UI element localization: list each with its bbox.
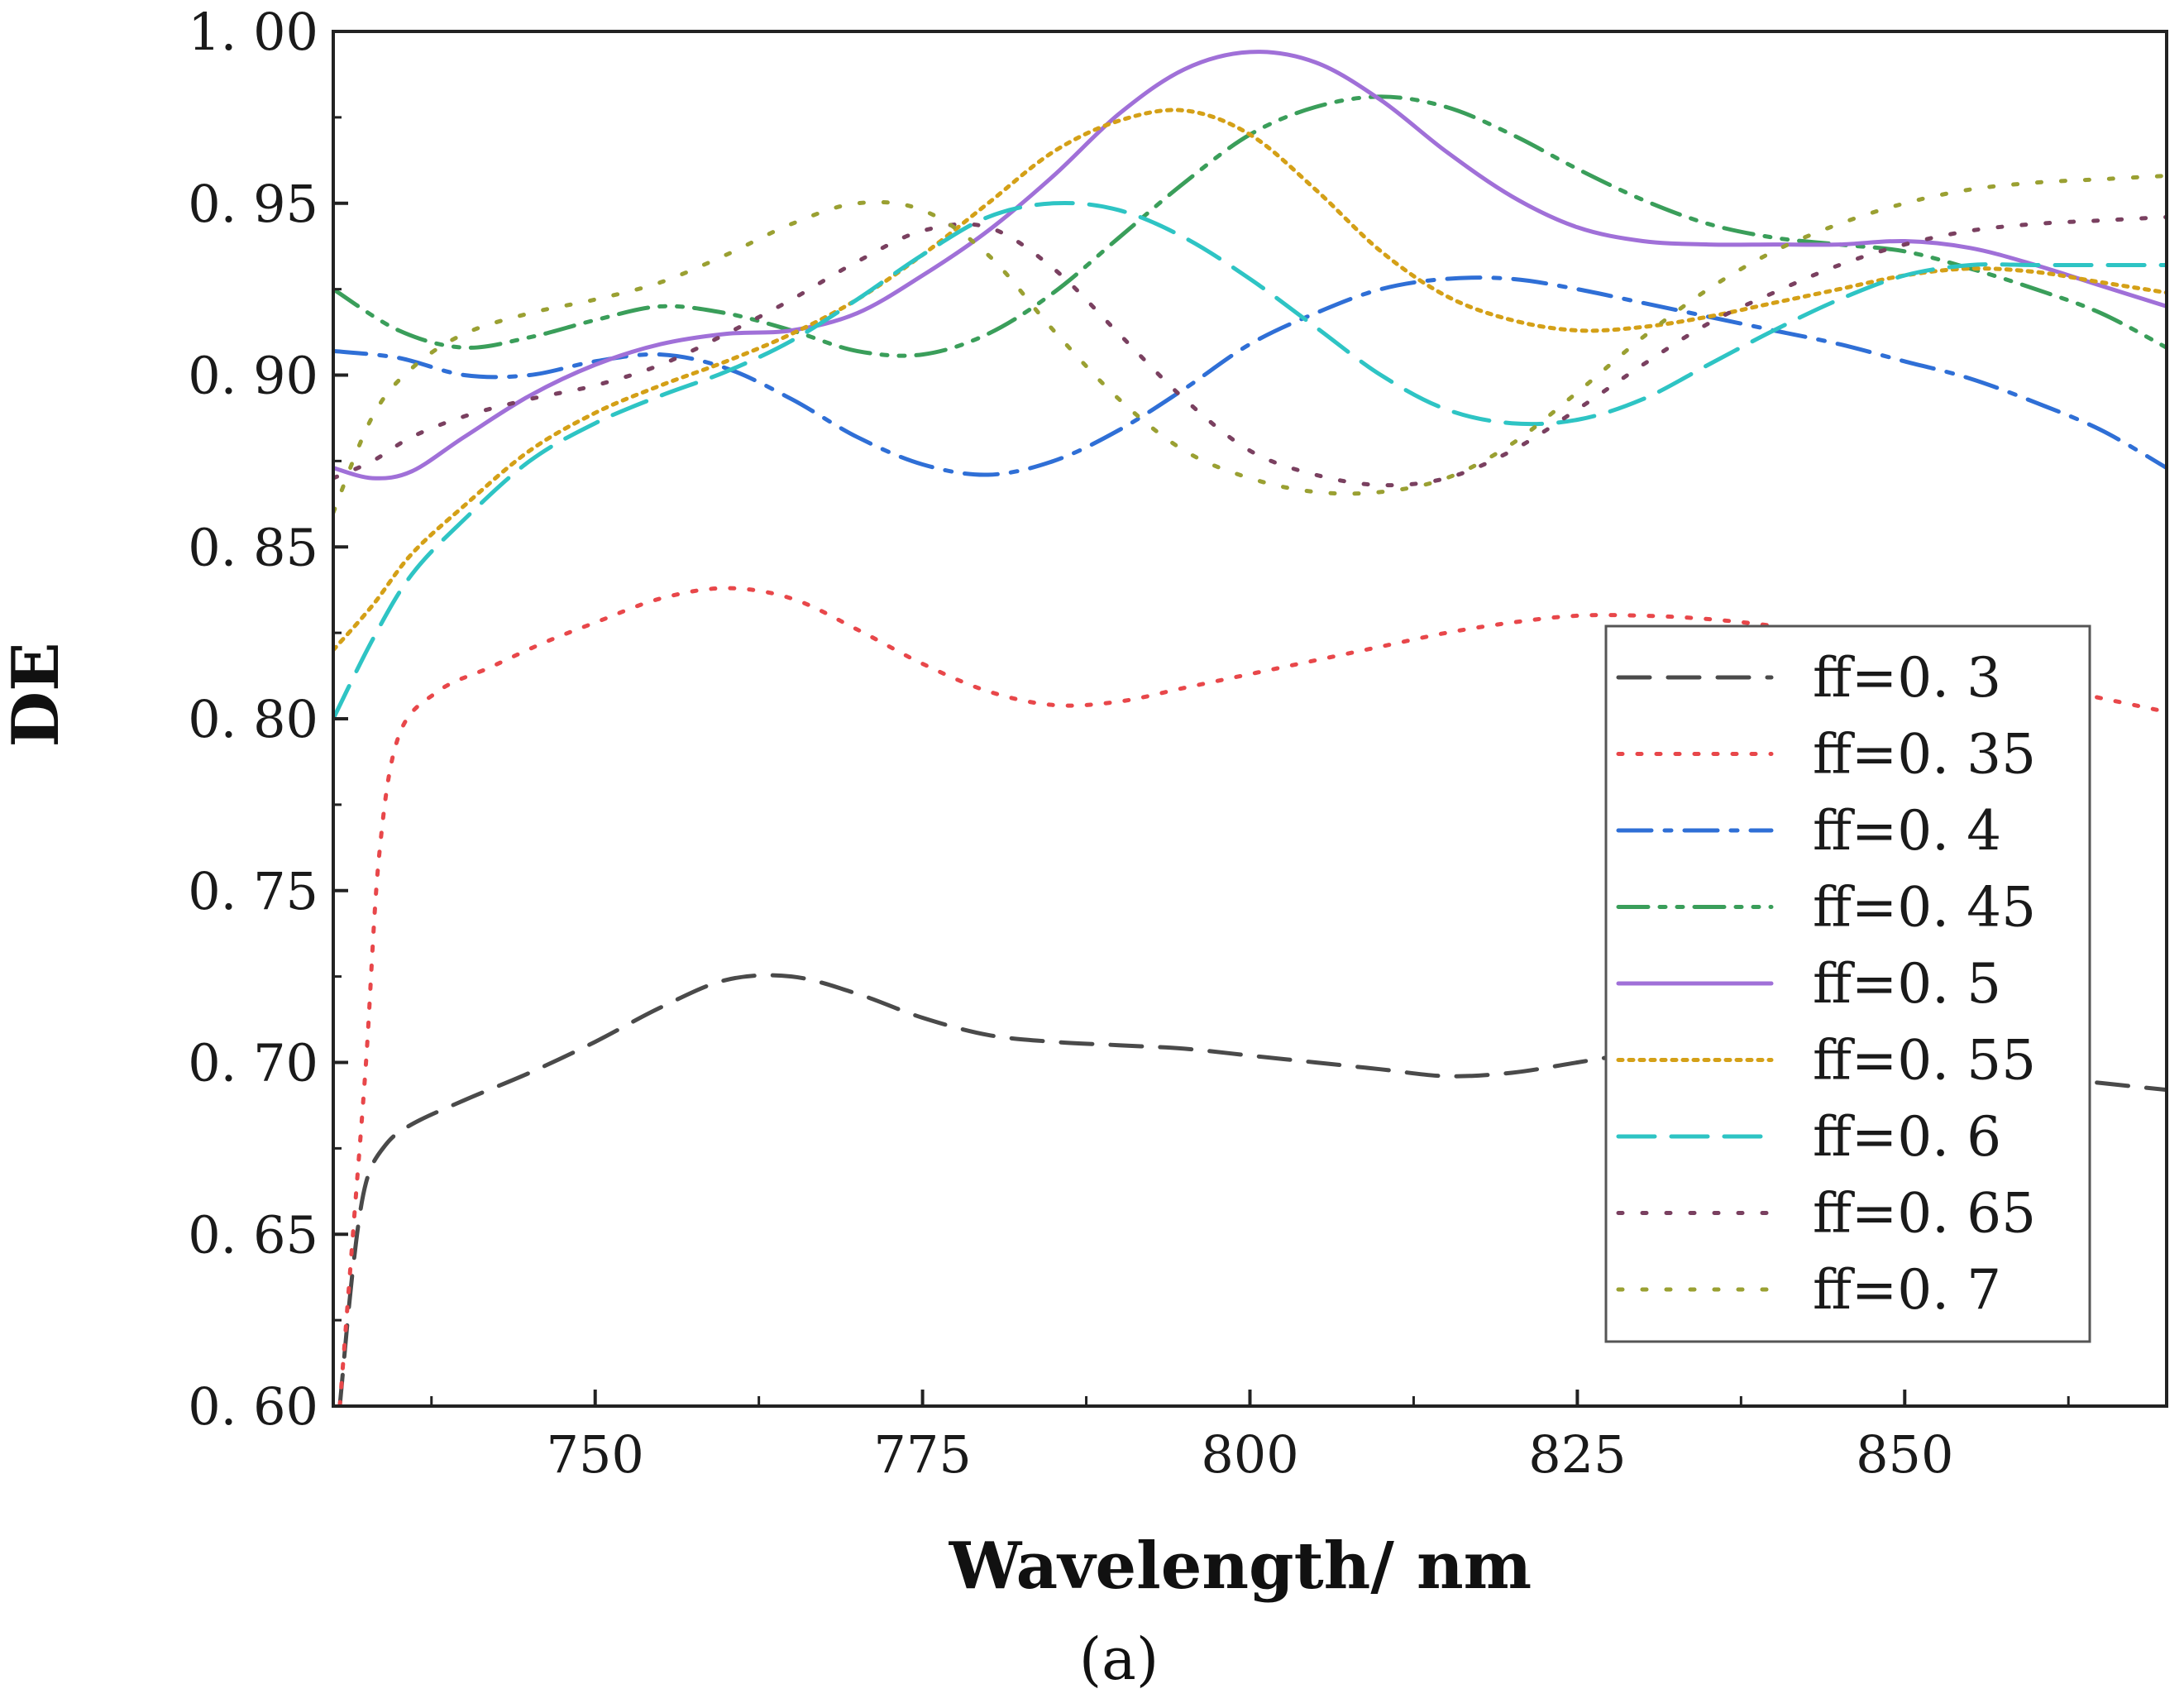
legend-label-3: ff=0. 4: [1813, 799, 2001, 863]
series-line-3: [333, 275, 2167, 477]
y-tick-label: 0. 90: [188, 346, 318, 406]
x-tick-label: 825: [1528, 1424, 1626, 1485]
x-tick-label: 750: [547, 1424, 644, 1485]
series-line-6: [333, 108, 2167, 653]
y-axis-label: DE: [0, 642, 74, 747]
y-tick-label: 0. 65: [188, 1204, 318, 1265]
legend-label-9: ff=0. 7: [1813, 1258, 2001, 1322]
series-line-2: [337, 586, 2167, 1406]
legend-label-2: ff=0. 35: [1813, 723, 2036, 787]
legend-label-5: ff=0. 5: [1813, 952, 2001, 1016]
legend-label-4: ff=0. 45: [1813, 876, 2036, 940]
y-tick-label: 0. 70: [188, 1033, 318, 1093]
y-tick-label: 0. 85: [188, 517, 318, 577]
x-axis-label: Wavelength/ nm: [949, 1529, 1532, 1604]
x-tick-label: 775: [873, 1424, 971, 1485]
series-line-4: [333, 94, 2167, 358]
y-tick-label: 1. 00: [188, 2, 318, 62]
x-tick-label: 850: [1856, 1424, 1953, 1485]
legend-label-1: ff=0. 3: [1813, 646, 2001, 710]
y-tick-label: 0. 80: [188, 689, 318, 749]
legend-label-6: ff=0. 55: [1813, 1029, 2036, 1093]
series-line-7: [333, 200, 2167, 721]
legend-label-8: ff=0. 65: [1813, 1182, 2036, 1246]
y-tick-label: 0. 95: [188, 174, 318, 234]
y-tick-label: 0. 60: [188, 1376, 318, 1437]
series-line-5: [333, 50, 2167, 481]
legend-label-7: ff=0. 6: [1813, 1105, 2001, 1169]
x-tick-label: 800: [1201, 1424, 1298, 1485]
figure-caption: (a): [1079, 1625, 1159, 1693]
series-line-8: [333, 214, 2167, 488]
series-line-9: [333, 174, 2167, 515]
y-tick-label: 0. 75: [188, 861, 318, 921]
